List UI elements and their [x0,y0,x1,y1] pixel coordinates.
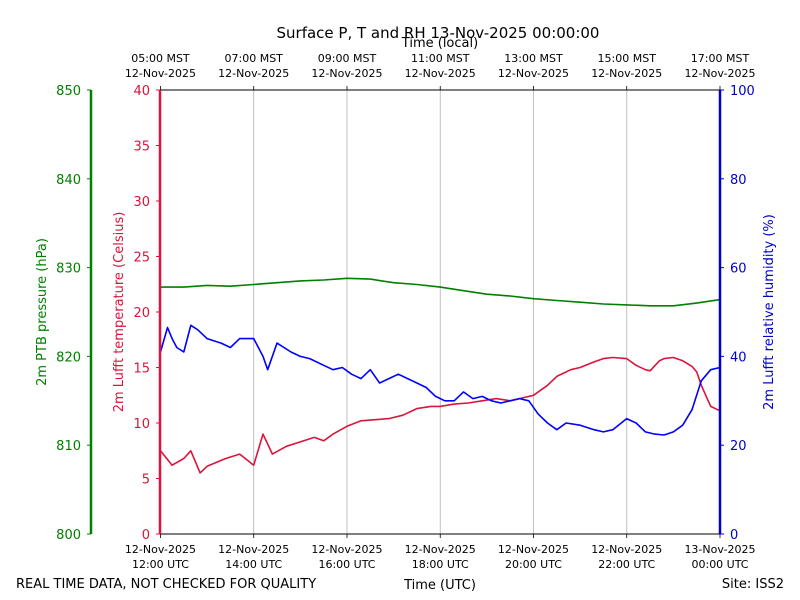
bottom-axis-label: Time (UTC) [403,578,476,593]
x-tick-label-local-time: 11:00 MST [411,52,470,65]
x-tick-label-utc-time: 18:00 UTC [412,558,469,571]
humidity-tick-label: 60 [730,262,747,277]
x-tick-label-local-time: 07:00 MST [225,52,284,65]
top-axis-label: Time (local) [401,36,478,51]
labels-layer: Surface P, T and RH 13-Nov-2025 00:00:00… [16,24,784,593]
x-tick-label-utc-time: 14:00 UTC [225,558,282,571]
temperature-tick-label: 20 [133,306,150,321]
temperature-tick-label: 5 [142,473,150,488]
x-tick-label-utc-date: 12-Nov-2025 [591,543,662,556]
x-tick-label-local-time: 17:00 MST [691,52,750,65]
x-tick-label-local-date: 12-Nov-2025 [405,67,476,80]
site-label: Site: ISS2 [722,577,784,592]
x-tick-label-local-time: 05:00 MST [131,52,190,65]
x-tick-label-utc-date: 12-Nov-2025 [498,543,569,556]
temperature-tick-label: 30 [133,195,150,210]
quality-warning: REAL TIME DATA, NOT CHECKED FOR QUALITY [16,577,316,592]
temperature-tick-label: 10 [133,417,150,432]
humidity-axis-label: 2m Lufft relative humidity (%) [762,214,777,410]
axes-layer: 12-Nov-2025 12:00 UTC 12-Nov-2025 14:00 UTC… [56,52,755,571]
x-tick-label-utc-time: 22:00 UTC [598,558,655,571]
humidity-tick-label: 100 [730,84,755,99]
x-tick-label-local-date: 12-Nov-2025 [218,67,289,80]
pressure-tick-label: 800 [56,528,81,543]
x-tick-label-utc-date: 12-Nov-2025 [218,543,289,556]
humidity-tick-label: 0 [730,528,738,543]
series-line-pressure [160,277,721,307]
grid [253,90,628,534]
temperature-tick-label: 40 [133,84,150,99]
x-tick-label-local-time: 09:00 MST [318,52,377,65]
pressure-tick-label: 840 [56,173,81,188]
x-tick-label-local-date: 12-Nov-2025 [684,67,755,80]
chart-title: Surface P, T and RH 13-Nov-2025 00:00:00 [277,24,600,42]
pressure-axis-label: 2m PTB pressure (hPa) [35,238,50,386]
temperature-axis-label: 2m Lufft temperature (Celsius) [112,212,127,413]
x-tick-label-local-date: 12-Nov-2025 [591,67,662,80]
pressure-tick-label: 830 [56,262,81,277]
x-tick-label-utc-date: 13-Nov-2025 [684,543,755,556]
pressure-tick-label: 810 [56,439,81,454]
x-tick-label-utc-time: 12:00 UTC [132,558,189,571]
x-tick-label-utc-time: 20:00 UTC [505,558,562,571]
series-layer [159,277,721,474]
temperature-tick-label: 25 [133,251,150,266]
humidity-tick-label: 20 [730,439,747,454]
x-tick-label-utc-date: 12-Nov-2025 [311,543,382,556]
x-tick-label-local-time: 15:00 MST [598,52,657,65]
x-tick-label-local-date: 12-Nov-2025 [311,67,382,80]
temperature-tick-label: 35 [133,140,150,155]
x-tick-label-utc-date: 12-Nov-2025 [125,543,196,556]
x-tick-label-local-date: 12-Nov-2025 [498,67,569,80]
temperature-tick-label: 15 [133,362,150,377]
x-tick-label-local-date: 12-Nov-2025 [125,67,196,80]
x-tick-label-utc-date: 12-Nov-2025 [405,543,476,556]
x-tick-label-utc-time: 16:00 UTC [318,558,375,571]
pressure-tick-label: 820 [56,350,81,365]
temperature-tick-label: 0 [142,528,150,543]
series-line-humidity [159,324,721,436]
x-tick-label-utc-time: 00:00 UTC [691,558,748,571]
series-line-temperature [159,356,721,474]
x-tick-label-local-time: 13:00 MST [504,52,563,65]
humidity-tick-label: 40 [730,350,747,365]
humidity-tick-label: 80 [730,173,747,188]
pressure-tick-label: 850 [56,84,81,99]
